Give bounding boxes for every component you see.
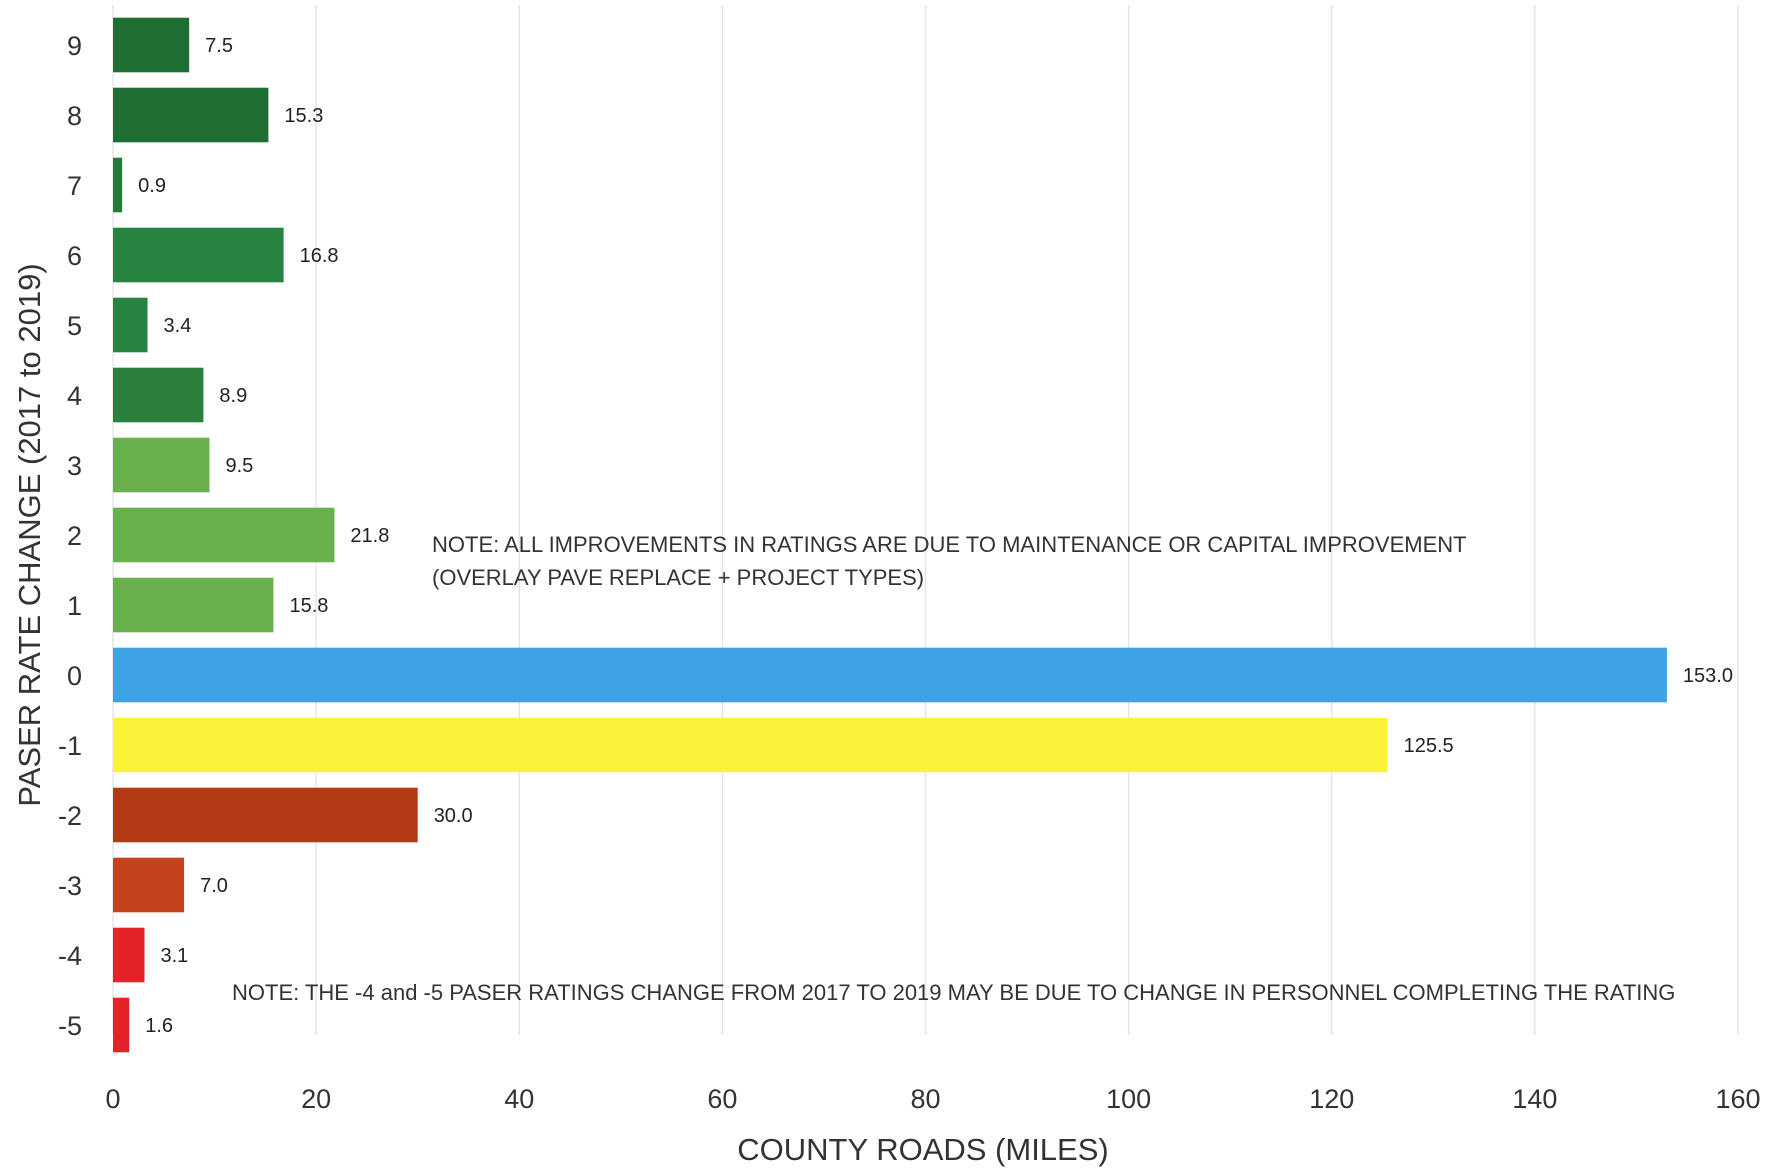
y-tick-label: 9 <box>67 31 82 61</box>
x-tick-label: 120 <box>1309 1084 1354 1114</box>
y-tick-label: 0 <box>67 661 82 691</box>
bar <box>113 297 148 353</box>
y-tick-label: 7 <box>67 171 82 201</box>
bar-value-label: 3.4 <box>164 315 192 337</box>
notes: NOTE: ALL IMPROVEMENTS IN RATINGS ARE DU… <box>232 532 1675 1005</box>
y-tick-label: -5 <box>58 1011 82 1041</box>
note-improvements-line-2: (OVERLAY PAVE REPLACE + PROJECT TYPES) <box>432 565 924 590</box>
y-tick-label: -2 <box>58 801 82 831</box>
bar <box>113 87 269 143</box>
bar <box>113 507 335 563</box>
y-tick-label: 2 <box>67 521 82 551</box>
bar <box>113 787 418 843</box>
bar-value-label: 21.8 <box>350 525 389 547</box>
bar <box>113 437 210 493</box>
bar <box>113 367 204 423</box>
bar-value-label: 30.0 <box>434 805 473 827</box>
y-tick-label: 8 <box>67 101 82 131</box>
y-tick-label: 1 <box>67 591 82 621</box>
bar <box>113 717 1388 773</box>
y-tick-label: 6 <box>67 241 82 271</box>
bar <box>113 927 145 983</box>
x-tick-label: 20 <box>301 1084 331 1114</box>
bar <box>113 157 123 213</box>
bar-value-label: 125.5 <box>1404 735 1454 757</box>
bar <box>113 17 190 73</box>
bar <box>113 227 284 283</box>
bar-value-label: 7.5 <box>205 35 233 57</box>
y-tick-label: -3 <box>58 871 82 901</box>
bar <box>113 647 1667 703</box>
data-labels: 7.5 15.3 0.9 16.8 3.4 8.9 9.5 21.8 15.8 153.0 125.… <box>138 35 1733 1037</box>
x-tick-label: 100 <box>1106 1084 1151 1114</box>
x-axis-title: COUNTY ROADS (MILES) <box>737 1132 1108 1167</box>
y-tick-label: -4 <box>58 941 82 971</box>
bar-value-label: 9.5 <box>225 455 253 477</box>
bar <box>113 577 274 633</box>
bar <box>113 857 185 913</box>
y-tick-label: 3 <box>67 451 82 481</box>
note-improvements-line-1: NOTE: ALL IMPROVEMENTS IN RATINGS ARE DU… <box>432 532 1467 557</box>
y-tick-label: 4 <box>67 381 82 411</box>
bar-value-label: 8.9 <box>219 385 247 407</box>
bar <box>113 997 130 1053</box>
bar-value-label: 7.0 <box>200 875 228 897</box>
x-axis-ticks: 0 20 40 60 80 100 120 140 160 <box>105 1084 1760 1114</box>
x-tick-label: 0 <box>105 1084 120 1114</box>
x-tick-label: 40 <box>504 1084 534 1114</box>
bar-value-label: 0.9 <box>138 175 166 197</box>
y-tick-label: -1 <box>58 731 82 761</box>
gridlines <box>112 5 1739 1035</box>
bars <box>113 17 1667 1053</box>
y-axis-ticks: 9 8 7 6 5 4 3 2 1 0 -1 -2 -3 -4 -5 <box>58 31 82 1041</box>
x-tick-label: 160 <box>1715 1084 1760 1114</box>
bar-value-label: 15.8 <box>289 595 328 617</box>
y-tick-label: 5 <box>67 311 82 341</box>
y-axis-title: PASER RATE CHANGE (2017 to 2019) <box>12 263 47 806</box>
bar-value-label: 1.6 <box>145 1015 173 1037</box>
x-tick-label: 60 <box>707 1084 737 1114</box>
bar-value-label: 153.0 <box>1683 665 1733 687</box>
note-personnel-change: NOTE: THE -4 and -5 PASER RATINGS CHANGE… <box>232 980 1675 1005</box>
x-tick-label: 80 <box>910 1084 940 1114</box>
x-tick-label: 140 <box>1512 1084 1557 1114</box>
bar-value-label: 16.8 <box>300 245 339 267</box>
bar-value-label: 15.3 <box>284 105 323 127</box>
bar-value-label: 3.1 <box>160 945 188 967</box>
